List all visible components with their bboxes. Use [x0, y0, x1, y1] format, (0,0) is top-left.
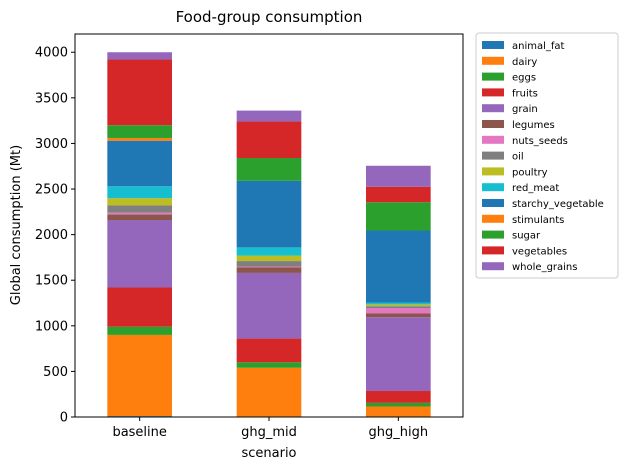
bar-segment-nuts_seeds-baseline: [107, 212, 172, 215]
bar-segment-whole_grains-ghg_mid: [236, 110, 302, 122]
bar-segment-grain-baseline: [107, 220, 172, 288]
legend-label-eggs: eggs: [512, 73, 536, 84]
legend-swatch-grain: [482, 104, 504, 113]
bar-segment-fruits-ghg_mid: [236, 338, 302, 363]
legend-label-oil: oil: [512, 152, 524, 163]
bar-segment-grain-ghg_high: [366, 317, 431, 392]
y-tick-label: 1000: [35, 319, 68, 334]
bar-segment-eggs-ghg_mid: [236, 362, 302, 368]
bar-segment-eggs-baseline: [107, 326, 172, 335]
legend-label-whole_grains: whole_grains: [512, 262, 577, 273]
bar-segment-starchy_vegetable-ghg_mid: [236, 180, 302, 248]
legend-swatch-whole_grains: [482, 262, 504, 271]
legend-label-animal_fat: animal_fat: [512, 41, 565, 52]
bar-segment-legumes-ghg_high: [366, 313, 431, 318]
x-tick-label-ghg_high: ghg_high: [369, 425, 429, 440]
legend-label-nuts_seeds: nuts_seeds: [512, 136, 568, 147]
legend-label-stimulants: stimulants: [512, 215, 564, 226]
legend-swatch-dairy: [482, 56, 504, 65]
bar-segment-red_meat-baseline: [107, 186, 172, 199]
legend-label-legumes: legumes: [512, 120, 555, 131]
y-axis-label: Global consumption (Mt): [9, 145, 24, 305]
bar-segment-fruits-baseline: [107, 287, 172, 327]
legend-label-poultry: poultry: [512, 167, 548, 178]
x-tick-label-ghg_mid: ghg_mid: [241, 425, 297, 440]
y-tick-label: 500: [43, 365, 68, 380]
bar-segment-sugar-baseline: [107, 125, 172, 138]
legend-label-grain: grain: [512, 104, 538, 115]
legend-swatch-sugar: [482, 230, 504, 239]
bar-segment-red_meat-ghg_high: [366, 302, 431, 305]
bar-segment-grain-ghg_mid: [236, 272, 302, 339]
y-tick-label: 4000: [35, 46, 68, 61]
y-tick-label: 0: [60, 411, 68, 426]
bar-segment-eggs-ghg_high: [366, 402, 431, 407]
legend-swatch-oil: [482, 151, 504, 160]
y-tick-label: 3500: [35, 91, 68, 106]
legend-label-sugar: sugar: [512, 231, 541, 242]
bar-segment-nuts_seeds-ghg_high: [366, 308, 431, 314]
legend-swatch-eggs: [482, 72, 504, 81]
bar-segment-dairy-ghg_mid: [236, 367, 302, 417]
bar-segment-oil-ghg_mid: [236, 261, 302, 267]
bar-segment-whole_grains-ghg_high: [366, 165, 431, 187]
bar-segment-poultry-ghg_mid: [236, 255, 302, 262]
legend-swatch-starchy_vegetable: [482, 199, 504, 207]
bar-segment-nuts_seeds-ghg_mid: [236, 266, 302, 268]
legend-swatch-red_meat: [482, 183, 504, 192]
bar-segment-vegetables-ghg_high: [366, 186, 431, 203]
legend-swatch-stimulants: [482, 214, 504, 223]
legend-swatch-vegetables: [482, 246, 504, 255]
bar-segment-sugar-ghg_mid: [236, 158, 302, 181]
bar-segment-red_meat-ghg_mid: [236, 247, 302, 256]
legend-swatch-nuts_seeds: [482, 135, 504, 144]
bar-segment-poultry-ghg_high: [366, 304, 431, 307]
legend-swatch-fruits: [482, 88, 504, 97]
y-tick-label: 2500: [35, 183, 68, 198]
legend-label-fruits: fruits: [512, 88, 538, 99]
y-tick-label: 1500: [35, 274, 68, 289]
bar-segment-sugar-ghg_high: [366, 202, 431, 231]
y-tick-label: 2000: [35, 228, 68, 243]
bar-segment-oil-ghg_high: [366, 306, 431, 309]
bar-segment-dairy-baseline: [107, 334, 172, 417]
legend-swatch-animal_fat: [482, 41, 504, 49]
legend-swatch-poultry: [482, 167, 504, 176]
legend-label-dairy: dairy: [512, 57, 537, 68]
bar-segment-dairy-ghg_high: [366, 406, 431, 417]
y-tick-label: 3000: [35, 137, 68, 152]
bar-segment-oil-baseline: [107, 205, 172, 213]
bar-segment-vegetables-ghg_mid: [236, 121, 302, 159]
x-axis-label: scenario: [241, 446, 296, 461]
plot-frame: [74, 33, 464, 418]
bar-segment-legumes-baseline: [107, 214, 172, 221]
bar-segment-starchy_vegetable-baseline: [107, 140, 172, 187]
chart-title: Food-group consumption: [176, 8, 363, 26]
legend-label-vegetables: vegetables: [512, 246, 567, 257]
bar-segment-whole_grains-baseline: [107, 52, 172, 60]
legend-frame: [475, 32, 619, 279]
legend-swatch-legumes: [482, 120, 504, 128]
bar-segment-fruits-ghg_high: [366, 391, 431, 403]
bars-group: [107, 52, 431, 417]
y-axis: 0 500 1000 1500 2000 2500 3000 3500 4000: [35, 46, 75, 426]
bar-segment-vegetables-baseline: [107, 59, 172, 126]
x-axis: baseline ghg_mid ghg_high: [112, 417, 428, 440]
legend-label-starchy_vegetable: starchy_vegetable: [512, 199, 604, 210]
bar-segment-stimulants-baseline: [107, 137, 172, 141]
bar-segment-legumes-ghg_mid: [236, 267, 302, 273]
bar-segment-poultry-baseline: [107, 198, 172, 206]
legend-label-red_meat: red_meat: [512, 183, 559, 194]
x-tick-label-baseline: baseline: [112, 425, 166, 440]
bar-segment-starchy_vegetable-ghg_high: [366, 230, 431, 303]
